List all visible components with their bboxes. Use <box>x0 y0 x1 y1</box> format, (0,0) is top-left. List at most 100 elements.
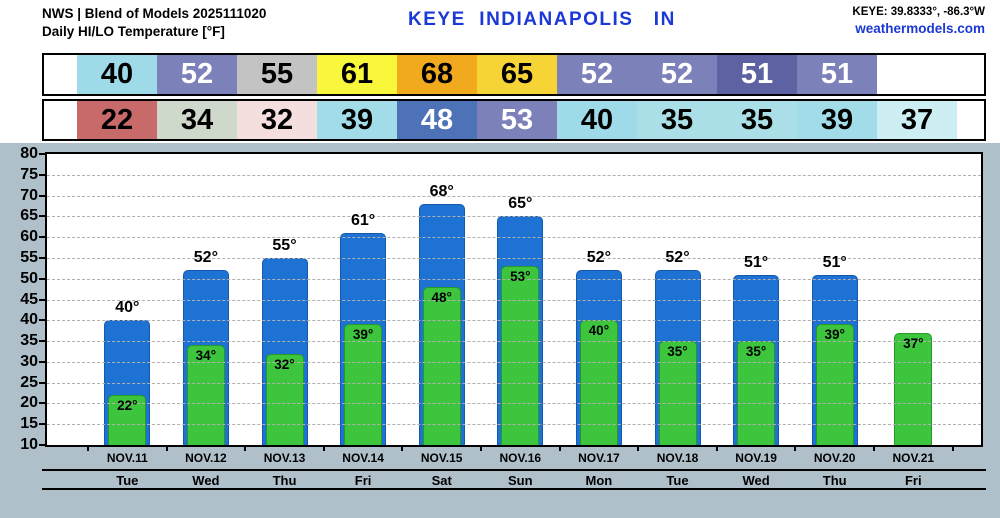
product-title: Daily HI/LO Temperature [°F] <box>42 24 225 39</box>
lo-bar <box>501 266 540 445</box>
gridline <box>47 174 981 176</box>
y-axis-tick <box>39 215 45 218</box>
temp-cell: 34 <box>157 101 237 139</box>
temp-cell: 51 <box>717 55 797 94</box>
weekday-label: Fri <box>354 473 372 488</box>
y-axis-tick <box>39 360 45 363</box>
lo-value-label: 39° <box>824 327 845 343</box>
lo-bar <box>422 287 461 445</box>
date-label: NOV.15 <box>420 451 463 465</box>
hi-value-label: 52° <box>586 249 611 267</box>
weekday-label: Tue <box>116 473 139 488</box>
gridline <box>47 216 981 218</box>
lo-bar <box>894 332 933 445</box>
y-axis-tick-label: 10 <box>20 436 38 453</box>
lo-bar <box>815 324 854 445</box>
weekday-label: Thu <box>822 473 847 488</box>
lo-value-label: 22° <box>117 398 138 414</box>
temp-cell: 32 <box>237 101 317 139</box>
weathermodels-link[interactable]: weathermodels.com <box>855 21 985 36</box>
model-title: NWS | Blend of Models 2025111020 <box>42 6 267 21</box>
date-label: NOV.14 <box>342 451 384 465</box>
hi-value-label: 40° <box>115 299 140 317</box>
temp-cell: 52 <box>157 55 237 94</box>
strip-spacer <box>44 101 77 139</box>
lo-temperature-strip: 22 34 32 39 48 53 40 35 35 39 37 <box>42 99 986 141</box>
x-axis-tick <box>951 447 954 451</box>
hi-value-label: 68° <box>429 182 454 200</box>
y-axis-tick <box>39 444 45 446</box>
hi-value-label: 52° <box>665 249 690 267</box>
header-left: NWS | Blend of Models 2025111020 Daily H… <box>42 5 266 41</box>
hi-value-label: 55° <box>272 236 297 254</box>
lo-value-label: 53° <box>510 269 531 285</box>
x-axis-tick <box>873 447 875 451</box>
date-label: NOV.17 <box>578 451 620 465</box>
y-axis-tick <box>39 236 45 239</box>
y-axis-tick <box>39 277 45 280</box>
gridline <box>47 195 981 197</box>
weekday-strip <box>42 469 986 490</box>
temp-cell: 39 <box>317 101 397 139</box>
temp-cell: 35 <box>637 101 717 139</box>
y-axis-tick-label: 60 <box>20 228 38 246</box>
plot-area <box>45 152 983 447</box>
y-axis-tick-label: 30 <box>20 352 38 370</box>
gridline <box>47 299 981 301</box>
y-axis-tick <box>39 340 45 343</box>
temp-cell: 35 <box>717 101 797 139</box>
temp-cell: 37 <box>877 101 957 139</box>
y-axis-tick-label: 20 <box>20 394 38 412</box>
x-axis-tick <box>637 447 640 451</box>
y-axis-tick-label: 65 <box>20 207 38 225</box>
lo-value-label: 48° <box>431 290 452 306</box>
temp-cell: 68 <box>397 55 477 94</box>
hi-value-label: 61° <box>350 211 376 229</box>
temp-cell: 22 <box>77 101 157 139</box>
date-label: NOV.18 <box>656 451 699 465</box>
x-axis-tick <box>794 447 797 451</box>
temp-cell: 39 <box>797 101 877 139</box>
x-axis-tick <box>87 447 89 451</box>
y-axis-tick <box>39 256 45 259</box>
y-axis-tick-label: 15 <box>20 415 38 433</box>
lo-bar <box>344 324 383 445</box>
temp-cell: 55 <box>237 55 317 94</box>
weekday-label: Sun <box>508 473 533 488</box>
station-title: KEYE INDIANAPOLIS IN <box>408 9 676 30</box>
y-axis-tick-label: 40 <box>20 311 38 329</box>
hi-temperature-strip: 40 52 55 61 68 65 52 52 51 51 <box>42 53 986 96</box>
y-axis-tick-label: 45 <box>20 290 38 308</box>
y-axis-tick <box>39 194 45 197</box>
weekday-label: Wed <box>742 473 770 488</box>
x-axis-tick <box>165 447 168 451</box>
temp-cell: 53 <box>477 101 557 139</box>
y-axis-tick <box>39 381 45 384</box>
gridline <box>47 257 981 259</box>
lo-value-label: 34° <box>195 348 217 364</box>
x-axis-tick <box>401 447 404 451</box>
strip-spacer <box>44 55 77 94</box>
y-axis-tick <box>39 423 45 426</box>
date-label: NOV.11 <box>106 451 148 465</box>
temp-cell: 52 <box>557 55 637 94</box>
gridline <box>47 424 981 426</box>
weekday-label: Fri <box>904 473 922 488</box>
y-axis-tick-label: 55 <box>20 248 38 266</box>
lo-value-label: 35° <box>667 344 688 360</box>
temp-cell: 51 <box>797 55 877 94</box>
hi-value-label: 52° <box>193 249 218 267</box>
date-label: NOV.20 <box>813 451 856 465</box>
date-label: NOV.12 <box>185 451 227 465</box>
y-axis-tick <box>39 319 45 322</box>
hi-value-label: 51° <box>822 253 847 271</box>
gridline <box>47 403 981 405</box>
weekday-label: Tue <box>666 473 689 488</box>
gridline <box>47 278 981 280</box>
y-axis-tick-label: 70 <box>20 186 38 204</box>
y-axis-tick <box>39 402 45 405</box>
lo-value-label: 40° <box>588 323 610 339</box>
hi-value-label: 51° <box>743 253 769 271</box>
lo-bar <box>658 341 697 445</box>
